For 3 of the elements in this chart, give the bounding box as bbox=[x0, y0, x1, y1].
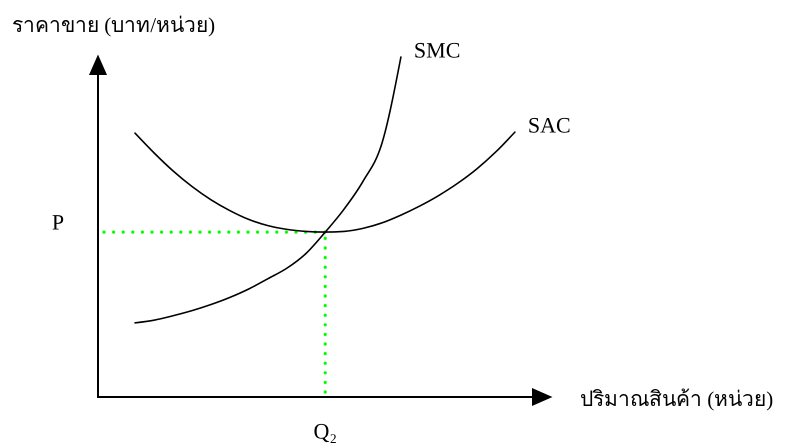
annotation: Q₂ bbox=[313, 418, 337, 444]
y-axis-title: ราคาขาย (บาท/หน่วย) bbox=[12, 13, 216, 37]
x-axis-title: ปริมาณสินค้า (หน่วย) bbox=[580, 387, 774, 411]
